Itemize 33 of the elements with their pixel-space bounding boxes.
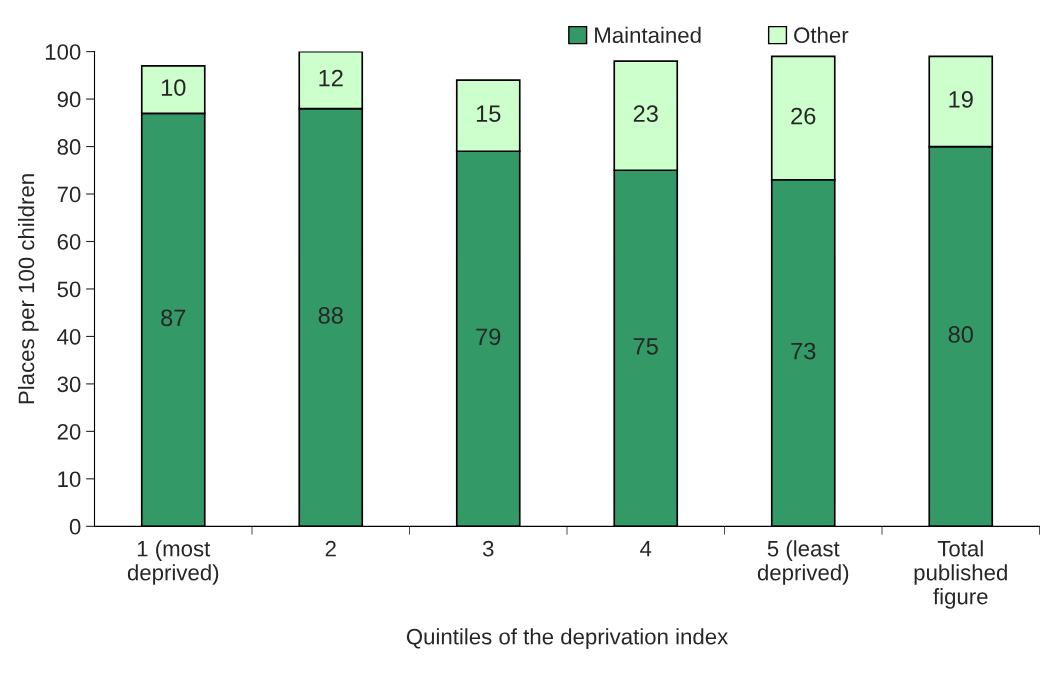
x-tick-label: Total published figure: [914, 540, 1007, 609]
data-label: 15: [476, 105, 501, 123]
data-label: 73: [791, 342, 816, 360]
y-tick-label: 60: [57, 234, 81, 250]
y-tick-label: 80: [57, 139, 81, 155]
data-label: 26: [791, 107, 816, 125]
legend-label: Other: [794, 26, 849, 44]
data-label: 88: [318, 307, 343, 324]
y-tick-label: 100: [45, 44, 81, 60]
y-tick-label: 0: [69, 518, 81, 535]
data-label: 87: [161, 309, 186, 327]
x-tick-label: 4: [640, 541, 652, 557]
y-tick-label: 30: [57, 376, 81, 393]
data-label: 19: [949, 91, 973, 108]
x-tick-label: 1 (most deprived): [127, 540, 219, 585]
data-label: 12: [319, 69, 343, 87]
x-axis-title: Quintiles of the deprivation index: [406, 628, 728, 649]
data-label: 79: [476, 328, 501, 346]
data-label: 75: [633, 338, 658, 355]
x-tick-label: 2: [325, 540, 336, 557]
data-label: 80: [948, 326, 973, 343]
y-tick-label: 90: [57, 91, 81, 108]
data-label: 23: [633, 105, 658, 123]
y-tick-label: 10: [58, 471, 81, 488]
legend-label: Maintained: [595, 26, 701, 44]
y-axis-title: Places per 100 children: [17, 174, 39, 404]
y-tick-label: 40: [57, 328, 81, 345]
y-tick-label: 50: [57, 281, 81, 298]
data-label: 10: [161, 79, 186, 96]
y-tick-label: 20: [57, 423, 81, 440]
x-tick-label: 3: [482, 540, 494, 557]
x-tick-label: 5 (least deprived): [757, 540, 849, 585]
y-tick-label: 70: [57, 186, 81, 203]
